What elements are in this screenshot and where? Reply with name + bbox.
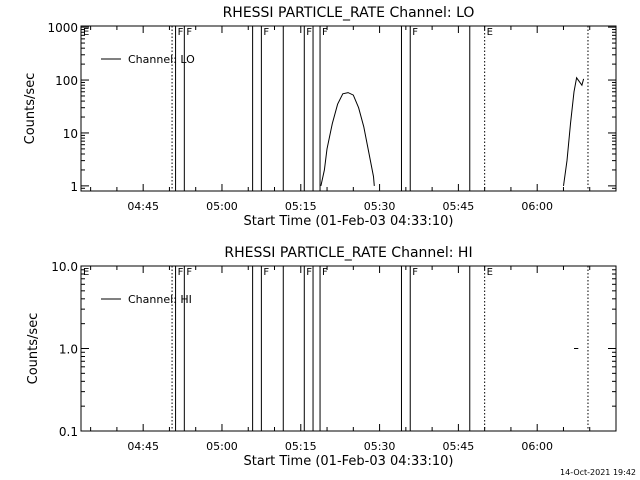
chart-panel-2: RHESSI PARTICLE_RATE Channel: HIE F F F F F F E… [26, 245, 617, 469]
x-tick-label: 04:45 [127, 440, 159, 453]
y-axis-label: Counts/sec [23, 73, 38, 145]
plot-frame [80, 25, 617, 192]
event-marker-label: F [263, 27, 269, 38]
legend-label: Channel: LO [128, 53, 195, 66]
y-tick-label: 1.0 [59, 343, 78, 357]
event-marker-label: E [487, 27, 493, 38]
x-axis-label: Start Time (01-Feb-03 04:33:10) [244, 214, 454, 229]
event-marker-label: F [322, 27, 328, 38]
x-tick-label: 04:45 [127, 200, 159, 213]
footer-timestamp: 14-Oct-2021 19:42 [560, 468, 636, 477]
event-marker-label: F [306, 267, 312, 278]
x-tick-label: 05:15 [285, 200, 317, 213]
chart-title: RHESSI PARTICLE_RATE Channel: LO [223, 5, 475, 21]
x-tick-label: 05:30 [364, 200, 396, 213]
event-marker-label: F [322, 267, 328, 278]
legend-label: Channel: HI [128, 293, 192, 306]
y-tick-label: 1 [70, 180, 78, 194]
y-tick-label: 10.0 [51, 260, 78, 274]
event-marker-label: E [83, 267, 89, 278]
event-marker-label: F [178, 27, 184, 38]
x-tick-label: 05:00 [206, 440, 238, 453]
y-tick-label: 100 [55, 74, 78, 88]
event-marker-label: F [412, 267, 418, 278]
y-tick-label: 1000 [47, 21, 78, 35]
x-tick-label: 05:00 [206, 200, 238, 213]
x-tick-label: 06:00 [521, 200, 553, 213]
data-series-line [320, 92, 375, 187]
event-marker-label: F [263, 267, 269, 278]
x-axis-label: Start Time (01-Feb-03 04:33:10) [244, 454, 454, 469]
event-marker-label: F [178, 267, 184, 278]
event-marker-label: F [186, 27, 192, 38]
event-marker-label: F [412, 27, 418, 38]
x-tick-label: 05:45 [443, 200, 475, 213]
x-tick-label: 05:15 [285, 440, 317, 453]
chart-panel-1: RHESSI PARTICLE_RATE Channel: LOE F F F F F F E… [23, 5, 617, 229]
x-tick-label: 06:00 [521, 440, 553, 453]
event-marker-label: E [487, 267, 493, 278]
event-marker-label: E [83, 27, 89, 38]
chart-title: RHESSI PARTICLE_RATE Channel: HI [224, 245, 472, 261]
event-marker-label: F [186, 267, 192, 278]
y-tick-label: 10 [63, 127, 78, 141]
x-tick-label: 05:45 [443, 440, 475, 453]
y-axis-label: Counts/sec [26, 313, 41, 385]
x-tick-label: 05:30 [364, 440, 396, 453]
event-marker-label: F [306, 27, 312, 38]
plot-frame [80, 265, 617, 432]
data-series-line [563, 76, 585, 186]
y-tick-label: 0.1 [59, 425, 78, 439]
